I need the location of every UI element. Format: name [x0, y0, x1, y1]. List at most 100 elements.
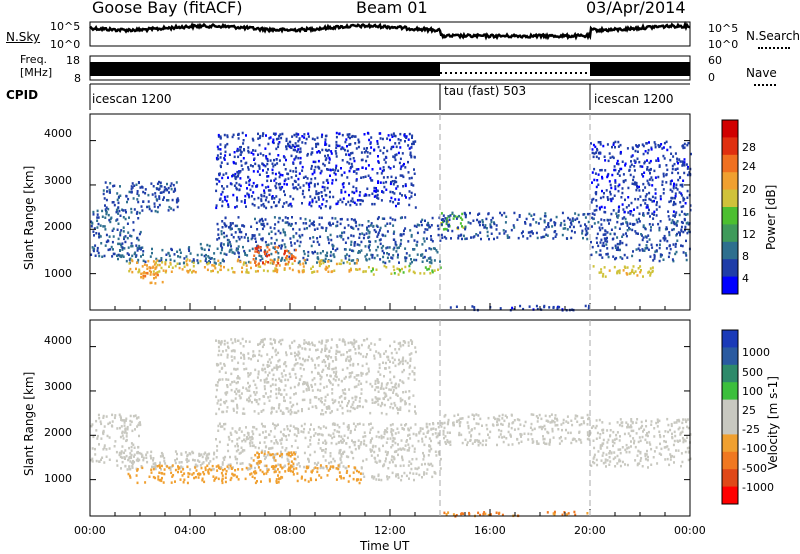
vel-cell [345, 466, 348, 470]
power-cell [622, 233, 625, 236]
power-cell [311, 147, 314, 150]
power-cell [383, 146, 386, 149]
vel-cell [462, 512, 465, 515]
power-cell [179, 255, 182, 259]
power-cell [348, 248, 351, 251]
power-cell [232, 193, 235, 197]
power-cell [254, 237, 257, 240]
power-cell [205, 261, 208, 264]
vel-cell [152, 459, 154, 462]
power-cell [122, 230, 125, 233]
power-cell [680, 210, 683, 213]
vel-cell [251, 441, 254, 444]
vel-cell [598, 436, 601, 439]
power-cell [226, 185, 229, 188]
power-cell [472, 219, 475, 222]
vel-cell [285, 438, 288, 441]
vel-cell [449, 443, 452, 446]
vel-cell [351, 439, 353, 442]
vel-cell [349, 431, 352, 435]
vel-cell [130, 445, 133, 449]
power-cell [413, 172, 416, 175]
power-cell [250, 151, 253, 154]
vel-cell [326, 467, 329, 470]
vel-cell [496, 443, 498, 447]
power-cell [275, 264, 278, 267]
vel-cell [384, 460, 387, 463]
power-cell [653, 210, 656, 214]
vel-cell [396, 427, 399, 430]
vel-cell [317, 356, 320, 359]
vel-cell [297, 427, 299, 431]
power-cell [561, 233, 564, 237]
vel-cell [397, 448, 400, 451]
power-cell [301, 233, 304, 237]
vel-cell [277, 463, 280, 466]
vel-cell [487, 416, 490, 420]
vel-cell [377, 386, 380, 389]
power-cell [266, 269, 269, 273]
power-cell [423, 231, 426, 234]
vel-cell [382, 436, 385, 439]
vel-cell [511, 443, 514, 446]
power-cell [619, 150, 622, 154]
power-cell [317, 166, 320, 169]
power-cell [121, 242, 124, 245]
vel-cell [287, 433, 290, 437]
vel-cell [430, 428, 433, 431]
vel-cell [210, 468, 213, 472]
power-cell [376, 225, 379, 228]
power-cell [595, 204, 598, 208]
vel-cell [378, 435, 381, 439]
vel-cell [602, 461, 605, 465]
power-cell [279, 133, 282, 136]
power-cell [247, 260, 250, 264]
vel-cell [471, 413, 474, 416]
power-cell [229, 225, 232, 228]
power-cell [96, 213, 99, 216]
vel-cell [204, 466, 207, 469]
vel-cell [608, 422, 611, 425]
power-cell [399, 192, 402, 195]
power-cell [642, 182, 645, 186]
vel-cell [630, 429, 633, 433]
power-cell [236, 197, 238, 201]
power-cell [258, 262, 260, 265]
power-cell [368, 257, 371, 261]
power-cell [213, 264, 216, 267]
power-cell [404, 183, 407, 186]
vel-cell [283, 396, 285, 399]
vel-bg [90, 320, 690, 516]
power-cell [318, 205, 321, 208]
power-cell [518, 215, 521, 218]
power-cell [148, 205, 151, 208]
power-cell [119, 214, 122, 217]
vel-cell [287, 462, 290, 466]
power-cell [156, 187, 159, 191]
power-cell [314, 250, 316, 254]
power-cell [572, 219, 574, 223]
power-cell [490, 219, 493, 222]
vel-cell [247, 433, 250, 437]
vel-cell [614, 456, 617, 459]
power-cell [254, 149, 257, 152]
power-cell [645, 206, 648, 209]
power-cell [270, 236, 273, 240]
vel-cell [660, 453, 663, 456]
vel-cell [483, 511, 486, 514]
power-cell [676, 167, 679, 170]
vel-cell [311, 471, 313, 474]
vel-cell [329, 465, 332, 468]
power-cell [235, 188, 238, 191]
vel-cell [219, 362, 222, 365]
power-cell [264, 164, 267, 168]
vel-cell [390, 432, 393, 436]
power-cell [158, 270, 161, 273]
power-cell [636, 150, 639, 153]
vel-cell [322, 455, 325, 458]
vel-cell [553, 510, 556, 514]
power-cell [533, 213, 536, 216]
power-cell [350, 243, 353, 246]
power-cell [405, 135, 408, 138]
power-cell [156, 271, 159, 274]
